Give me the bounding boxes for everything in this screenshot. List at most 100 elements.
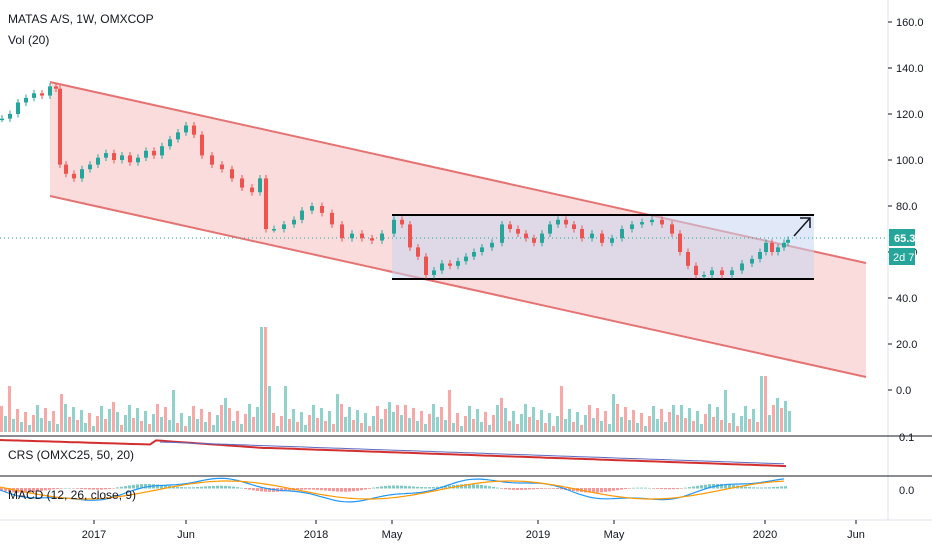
range-box[interactable]: [392, 215, 814, 279]
volume-bar: [608, 424, 611, 432]
candle-body: [416, 247, 420, 257]
volume-bar: [720, 420, 723, 432]
macd-histogram-bar: [52, 488, 55, 490]
volume-label[interactable]: Vol (20): [8, 33, 49, 47]
macd-histogram-bar: [404, 485, 407, 489]
macd-histogram-bar: [532, 488, 535, 490]
volume-bar: [740, 416, 743, 432]
volume-bar: [252, 417, 255, 432]
macd-histogram-bar: [104, 488, 107, 490]
candle-body: [40, 93, 44, 96]
volume-bar: [664, 422, 667, 432]
macd-histogram-bar: [756, 487, 759, 489]
macd-histogram-bar: [36, 488, 39, 492]
candle-body: [670, 224, 674, 234]
volume-bar: [324, 421, 327, 432]
channel-lower-line[interactable]: [49, 195, 867, 378]
volume-bar: [436, 417, 439, 432]
macd-histogram-bar: [604, 488, 607, 492]
macd-histogram-bar: [464, 484, 467, 489]
volume-bar: [696, 411, 699, 432]
volume-bar: [448, 390, 451, 432]
volume-bar: [496, 405, 499, 432]
candle-body: [580, 229, 584, 239]
candle-body: [64, 164, 68, 174]
volume-bar: [572, 422, 575, 432]
macd-histogram-bar: [268, 488, 271, 492]
macd-histogram-bar: [436, 486, 439, 489]
volume-bar: [708, 404, 711, 432]
candle-body: [112, 153, 116, 160]
candle-body: [590, 233, 594, 239]
candle-body: [72, 173, 76, 179]
volume-bars: [0, 327, 791, 432]
candle-body: [702, 275, 706, 277]
crs-label[interactable]: CRS (OMXC25, 50, 20): [8, 448, 134, 462]
volume-bar: [508, 421, 511, 432]
macd-histogram-bar: [764, 487, 767, 489]
candle-body: [392, 219, 396, 234]
price-tick-label: 80.0: [896, 201, 917, 213]
macd-histogram-bar: [416, 486, 419, 489]
volume-bar: [348, 407, 351, 432]
volume-bar: [316, 418, 319, 432]
macd-histogram-bar: [688, 487, 691, 489]
volume-bar: [200, 409, 203, 432]
macd-histogram-bar: [140, 484, 143, 489]
macd-histogram-bar: [620, 488, 623, 490]
volume-bar: [60, 394, 63, 432]
symbol-title[interactable]: MATAS A/S, 1W, OMXCOP: [8, 12, 154, 26]
macd-histogram-bar: [668, 488, 671, 490]
macd-histogram-bar: [552, 488, 555, 489]
volume-bar: [560, 386, 563, 432]
macd-histogram-bar: [632, 487, 635, 489]
candle-body: [508, 224, 512, 229]
candle-body: [380, 233, 384, 241]
macd-histogram-bar: [472, 484, 475, 489]
volume-bar: [332, 424, 335, 432]
candle-body: [144, 150, 148, 158]
macd-histogram-bar: [432, 487, 435, 489]
macd-histogram-bar: [32, 488, 35, 493]
macd-histogram-bar: [640, 487, 643, 489]
volume-bar: [764, 376, 767, 432]
candle-body: [54, 86, 58, 89]
price-tick-label: 20.0: [896, 339, 917, 351]
macd-histogram-bar: [588, 488, 591, 493]
volume-bar: [452, 423, 455, 432]
price-tick-label: 140.0: [896, 63, 924, 75]
volume-bar: [312, 405, 315, 432]
macd-histogram-bar: [672, 488, 675, 490]
candle-body: [630, 224, 634, 229]
volume-bar: [604, 411, 607, 432]
macd-histogram-bar: [524, 488, 527, 490]
volume-bar: [152, 414, 155, 432]
macd-histogram-bar: [344, 488, 347, 492]
volume-bar: [536, 420, 539, 432]
volume-bar: [32, 415, 35, 432]
volume-bar: [376, 406, 379, 432]
candle-body: [24, 97, 28, 103]
volume-bar: [428, 414, 431, 432]
candle-body: [310, 206, 314, 211]
volume-bar: [52, 411, 55, 432]
time-axis[interactable]: 2017 Jun 2018 May 2019 May 2020 Jun: [82, 520, 865, 541]
candle-body: [300, 210, 304, 220]
volume-bar: [704, 414, 707, 432]
volume-bar: [300, 412, 303, 432]
candle-body: [104, 153, 108, 158]
macd-histogram-bar: [772, 487, 775, 489]
macd-histogram-bar: [488, 486, 491, 489]
volume-bar: [752, 409, 755, 432]
volume-bar: [360, 423, 363, 432]
macd-label[interactable]: MACD (12, 26, close, 9): [8, 488, 136, 502]
candle-body: [128, 155, 132, 163]
time-tick-label: May: [604, 529, 625, 541]
macd-histogram-bar: [252, 488, 255, 491]
candle-body: [96, 157, 100, 165]
volume-bar: [612, 394, 615, 432]
breakout-arrow[interactable]: [793, 217, 811, 237]
volume-bar: [276, 426, 279, 432]
